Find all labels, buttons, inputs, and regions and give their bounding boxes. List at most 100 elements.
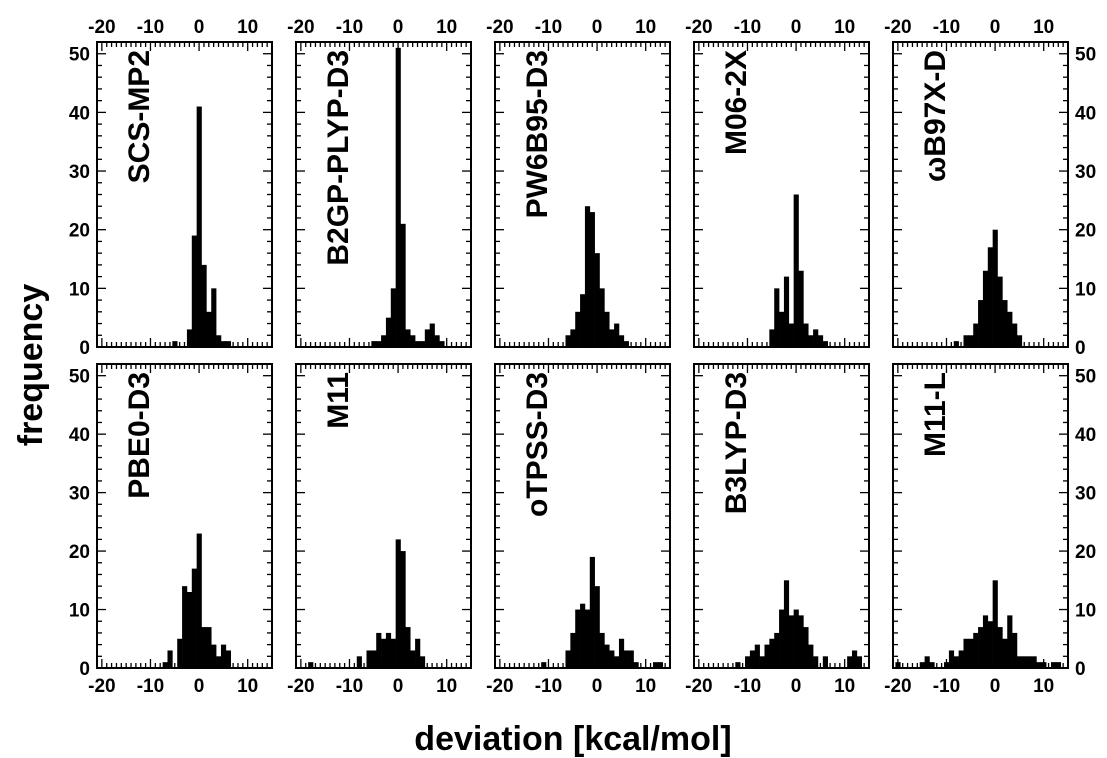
panel-pw6b95-d3: -20 -10 0 10 PW6B95-D3 <box>486 17 671 348</box>
histogram-bar <box>779 311 785 347</box>
histogram-bar <box>783 580 790 668</box>
y-tick-label: 30 <box>69 162 90 183</box>
panel-b2gp-plyp-d3: -20 -10 0 10 B2GP-PLYP-D3 <box>287 17 472 348</box>
histogram-bar <box>376 632 382 668</box>
x-tick-label: 10 <box>834 676 855 697</box>
histogram-bar <box>1016 335 1023 347</box>
histogram-bar <box>589 212 595 347</box>
histogram-bar <box>847 656 853 668</box>
x-tick-label: 0 <box>393 676 404 697</box>
histogram-bar <box>1012 632 1018 668</box>
panel-frame <box>96 41 273 348</box>
histogram-bar <box>973 323 979 347</box>
histogram-bar <box>798 615 804 668</box>
histogram-bar <box>808 644 814 668</box>
histogram-bar <box>1002 638 1008 668</box>
histogram-bar <box>395 539 401 668</box>
histogram-bar <box>575 311 581 347</box>
histogram-bar <box>424 329 430 347</box>
histogram-bar <box>968 638 974 668</box>
histogram-bar <box>584 206 591 347</box>
histogram-bar <box>968 335 974 347</box>
histogram-bar <box>963 335 969 347</box>
y-tick-label: 40 <box>69 103 90 124</box>
histogram-bar <box>1016 656 1023 668</box>
x-tick-label: 0 <box>194 676 205 697</box>
panel-frame <box>693 41 870 348</box>
x-tick-label: 0 <box>592 676 603 697</box>
histogram-bar <box>434 335 440 347</box>
histogram-bar <box>851 650 858 668</box>
y-tick-label: 20 <box>69 221 90 242</box>
histogram-bar <box>987 621 993 668</box>
panel-label: SCS-MP2 <box>123 50 156 183</box>
histogram-bar <box>953 656 959 668</box>
panel-frame <box>295 41 472 348</box>
x-tick-label: 0 <box>194 17 205 38</box>
histogram-bar <box>395 47 401 348</box>
panel-scs-mp2: -20 -10 0 10 0 10 20 30 40 50 SCS-MP2 <box>69 17 273 359</box>
histogram-bar <box>400 223 406 347</box>
panel-label: B3LYP-D3 <box>720 372 753 514</box>
histogram-bar <box>410 335 416 347</box>
histogram-bar <box>366 650 372 668</box>
histogram-bar <box>924 656 930 668</box>
histogram-bar <box>813 329 819 347</box>
panel-b3lyp-d3: -20 -10 0 10 B3LYP-D3 <box>685 363 870 697</box>
histogram-bar <box>793 609 799 668</box>
histogram-bar <box>604 644 610 668</box>
histogram-bar <box>978 627 984 668</box>
x-tick-label: 10 <box>834 17 855 38</box>
histogram-bar <box>987 247 993 347</box>
histogram-bar <box>803 323 809 347</box>
histogram-bar <box>371 650 377 668</box>
x-tick-label: -20 <box>685 676 712 697</box>
histogram-bar <box>992 229 998 347</box>
histogram-bar <box>220 644 227 668</box>
histogram-bar <box>191 235 197 347</box>
histogram-bar <box>216 335 222 347</box>
panel-m11-l: -20 -10 0 10 0 10 20 30 40 50 M11-L <box>884 363 1096 697</box>
x-tick-label: -20 <box>287 676 314 697</box>
histogram-bar <box>992 580 998 668</box>
histogram-bar <box>570 329 576 347</box>
x-tick-label: -10 <box>336 17 363 38</box>
y-tick-label: 0 <box>79 659 90 680</box>
histogram-bar <box>390 638 396 668</box>
y-tick-label: 30 <box>1075 484 1096 505</box>
x-tick-label: -10 <box>734 676 761 697</box>
histogram-bar <box>609 650 615 668</box>
y-tick-label: 20 <box>69 542 90 563</box>
x-tick-label: 10 <box>436 17 457 38</box>
x-tick-label: -10 <box>535 17 562 38</box>
histogram-bar <box>769 329 775 347</box>
y-tick-label: 50 <box>69 367 90 388</box>
histogram-bar <box>1002 300 1008 347</box>
histogram-bar <box>774 632 780 668</box>
panel--b97x-d: -20 -10 0 10 0 10 20 30 40 50 ωB97X-D <box>884 17 1096 359</box>
panel-frame <box>494 363 671 669</box>
histogram-bar <box>958 650 964 668</box>
x-tick-label: -20 <box>486 676 513 697</box>
panel-label: M06-2X <box>720 50 753 155</box>
x-tick-label: 10 <box>237 676 258 697</box>
x-tick-label: 0 <box>990 17 1001 38</box>
panel-otpss-d3: -20 -10 0 10 oTPSS-D3 <box>486 363 671 697</box>
histogram-bar <box>206 627 212 668</box>
y-axis-title: frequency <box>12 284 50 447</box>
x-tick-label: 0 <box>791 17 802 38</box>
histogram-bar <box>769 638 775 668</box>
panel-label: PW6B95-D3 <box>521 50 554 218</box>
panel-pbe0-d3: -20 -10 0 10 0 10 20 30 40 50 PBE0-D3 <box>69 363 273 697</box>
x-tick-label: 0 <box>990 676 1001 697</box>
x-tick-label: 10 <box>436 676 457 697</box>
y-tick-label: 50 <box>1075 367 1096 388</box>
panel-label: ωB97X-D <box>919 50 952 182</box>
x-tick-label: -10 <box>535 676 562 697</box>
y-tick-label: 20 <box>1075 542 1096 563</box>
histogram-bar <box>1026 656 1032 668</box>
histogram-bar <box>400 551 406 668</box>
x-tick-label: -20 <box>884 676 911 697</box>
histogram-bar <box>565 650 571 668</box>
